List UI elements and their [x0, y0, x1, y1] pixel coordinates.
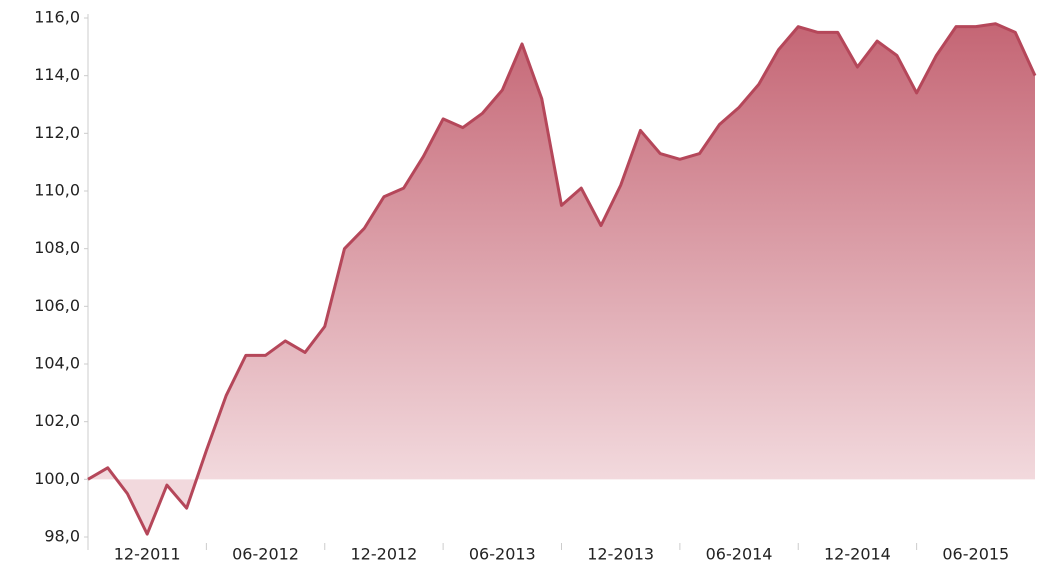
line	[87, 22, 1037, 536]
x-tick-label: 12-2013	[587, 545, 654, 564]
y-tick-label: 98,0	[44, 527, 80, 546]
y-tick-label: 116,0	[34, 8, 80, 27]
y-tick-label: 112,0	[34, 123, 80, 142]
x-tick-label: 06-2012	[232, 545, 299, 564]
x-tick-label: 06-2015	[942, 545, 1009, 564]
y-tick-label: 108,0	[34, 238, 80, 257]
x-tick-label: 12-2014	[824, 545, 891, 564]
y-tick-label: 104,0	[34, 354, 80, 373]
x-tick-label: 12-2011	[114, 545, 181, 564]
x-tick-label: 06-2013	[469, 545, 536, 564]
y-tick-label: 114,0	[34, 65, 80, 84]
y-tick-label: 102,0	[34, 411, 80, 430]
x-tick-label: 06-2014	[706, 545, 773, 564]
x-tick-label: 12-2012	[351, 545, 418, 564]
y-tick-label: 106,0	[34, 296, 80, 315]
area-fill	[88, 23, 1035, 535]
y-tick-label: 110,0	[34, 181, 80, 200]
y-tick-label: 100,0	[34, 469, 80, 488]
